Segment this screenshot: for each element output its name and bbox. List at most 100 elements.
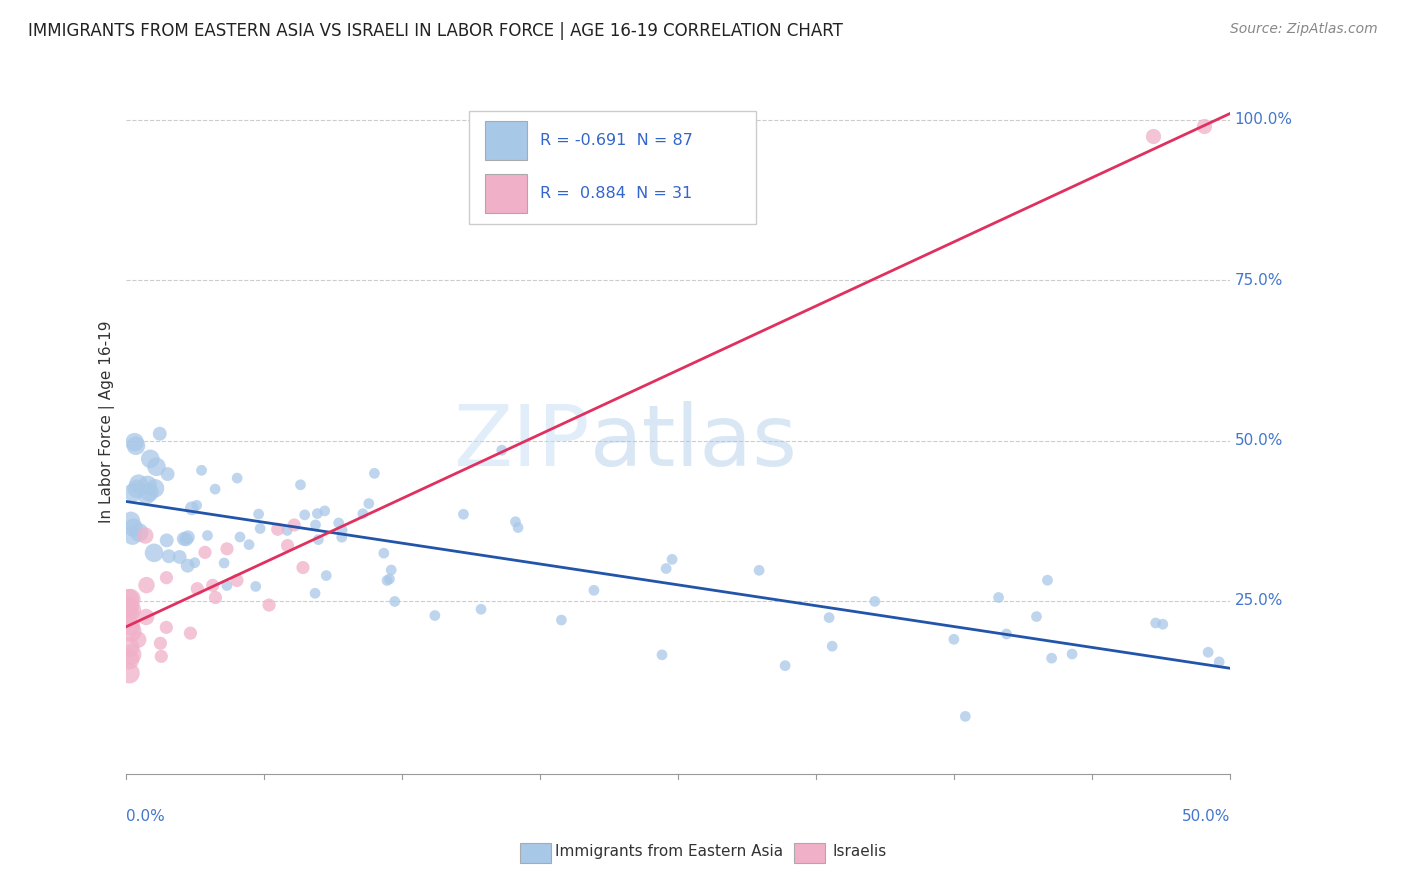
Point: [304, 586, 326, 600]
Point: [380, 563, 402, 577]
Point: [294, 508, 316, 522]
Point: [149, 426, 172, 441]
Point: [118, 607, 141, 621]
Point: [143, 481, 166, 495]
Y-axis label: In Labor Force | Age 16-19: In Labor Force | Age 16-19: [100, 320, 115, 523]
FancyBboxPatch shape: [468, 111, 755, 224]
FancyBboxPatch shape: [485, 121, 527, 161]
Point: [423, 608, 446, 623]
Point: [384, 594, 406, 608]
Point: [155, 571, 177, 585]
Point: [307, 507, 329, 521]
Point: [120, 624, 142, 639]
Point: [204, 482, 226, 496]
Point: [125, 439, 148, 453]
Point: [128, 476, 150, 491]
Text: Israelis: Israelis: [832, 845, 887, 859]
Point: [120, 602, 142, 616]
Point: [156, 533, 179, 548]
Point: [156, 467, 179, 481]
Point: [122, 521, 145, 535]
Point: [276, 524, 298, 538]
Text: 75.0%: 75.0%: [1234, 273, 1284, 288]
Point: [226, 471, 249, 485]
Point: [378, 572, 401, 586]
Point: [173, 532, 195, 546]
Point: [1040, 651, 1063, 665]
Point: [190, 463, 212, 477]
Point: [363, 467, 385, 481]
Text: ZIP: ZIP: [454, 401, 591, 484]
Point: [582, 583, 605, 598]
Point: [174, 533, 197, 547]
Point: [118, 666, 141, 681]
Point: [304, 517, 326, 532]
Point: [149, 636, 172, 650]
Point: [328, 516, 350, 530]
Point: [661, 552, 683, 566]
Point: [179, 626, 201, 640]
Text: 50.0%: 50.0%: [1182, 809, 1230, 824]
Point: [186, 499, 208, 513]
Point: [201, 578, 224, 592]
Point: [204, 591, 226, 605]
Point: [506, 520, 529, 534]
Text: Source: ZipAtlas.com: Source: ZipAtlas.com: [1230, 22, 1378, 37]
Point: [283, 518, 305, 533]
Point: [267, 522, 290, 536]
Point: [245, 579, 267, 593]
Text: R = -0.691  N = 87: R = -0.691 N = 87: [540, 133, 693, 148]
Point: [290, 477, 312, 491]
Point: [1025, 609, 1047, 624]
Text: 0.0%: 0.0%: [127, 809, 166, 824]
Point: [277, 539, 299, 553]
Point: [143, 546, 166, 560]
Text: 50.0%: 50.0%: [1234, 434, 1284, 448]
Point: [505, 515, 527, 529]
Point: [186, 582, 208, 596]
Point: [120, 648, 142, 662]
Point: [120, 514, 142, 528]
Point: [863, 594, 886, 608]
Point: [157, 549, 180, 564]
Point: [291, 560, 314, 574]
Point: [118, 618, 141, 632]
Point: [177, 530, 200, 544]
Point: [212, 556, 235, 570]
Point: [955, 709, 977, 723]
Point: [127, 632, 149, 647]
Point: [1142, 128, 1164, 143]
Point: [124, 435, 146, 450]
Point: [134, 528, 156, 542]
Point: [194, 545, 217, 559]
Point: [176, 558, 198, 573]
Point: [215, 578, 238, 592]
Point: [330, 523, 353, 537]
Point: [1060, 647, 1083, 661]
Point: [180, 501, 202, 516]
Point: [1197, 645, 1219, 659]
Text: atlas: atlas: [591, 401, 799, 484]
Point: [120, 592, 142, 607]
Point: [150, 649, 173, 664]
Point: [453, 508, 475, 522]
Point: [773, 658, 796, 673]
Point: [229, 530, 252, 544]
Point: [155, 620, 177, 634]
Point: [330, 530, 353, 544]
Point: [249, 522, 271, 536]
Point: [550, 613, 572, 627]
Point: [136, 478, 159, 492]
Point: [821, 639, 844, 653]
Point: [357, 497, 380, 511]
Text: IMMIGRANTS FROM EASTERN ASIA VS ISRAELI IN LABOR FORCE | AGE 16-19 CORRELATION C: IMMIGRANTS FROM EASTERN ASIA VS ISRAELI …: [28, 22, 844, 40]
Point: [651, 648, 673, 662]
Point: [139, 451, 162, 466]
Text: R =  0.884  N = 31: R = 0.884 N = 31: [540, 186, 693, 201]
Text: 25.0%: 25.0%: [1234, 593, 1284, 608]
Point: [135, 610, 157, 624]
Point: [145, 459, 167, 474]
Point: [125, 482, 148, 496]
Point: [118, 599, 141, 614]
Point: [375, 574, 398, 588]
